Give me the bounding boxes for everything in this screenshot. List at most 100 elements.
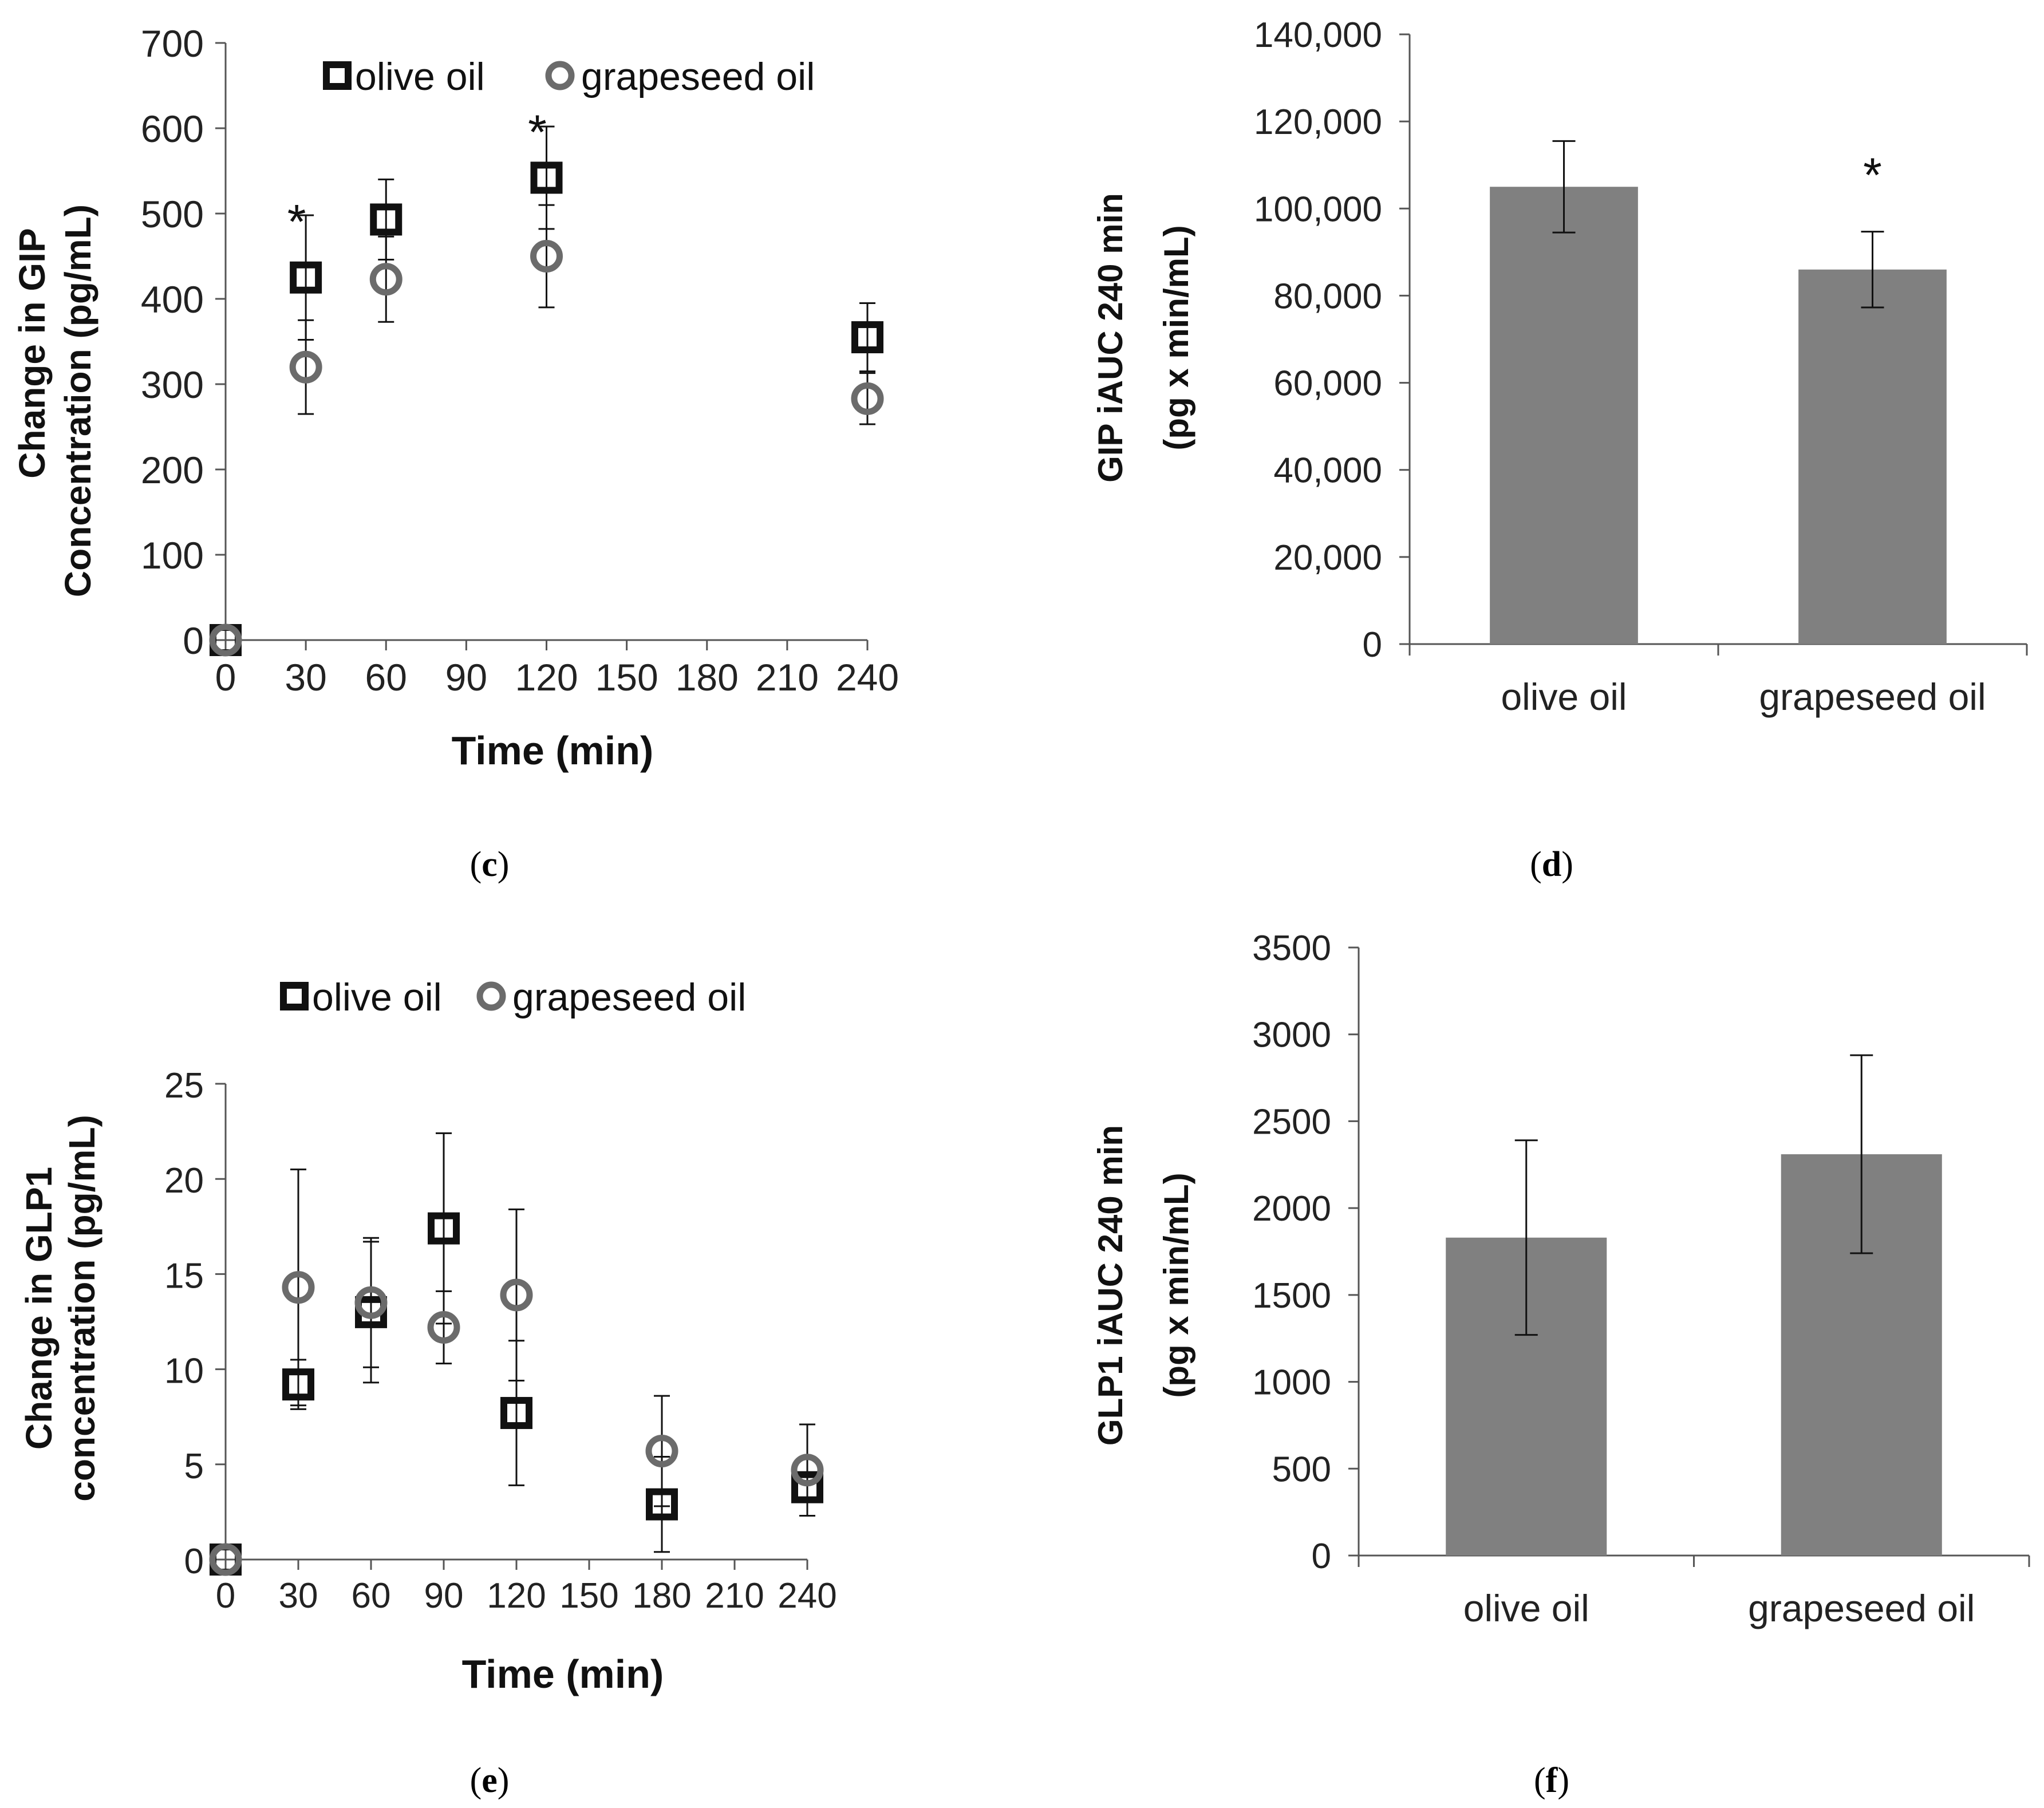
c-legend-olive-marker xyxy=(323,61,352,90)
e-y-tick-label: 10 xyxy=(164,1352,204,1391)
f-y-tick-label: 2000 xyxy=(1252,1189,1331,1229)
c-data-marks: ** xyxy=(209,105,884,657)
c-grape-point xyxy=(289,350,322,384)
f-ylabel-line1: GLP1 iAUC 240 min xyxy=(1091,1125,1130,1446)
e-x-tick-label: 180 xyxy=(632,1576,691,1616)
c-y-tick-label: 500 xyxy=(141,193,204,235)
e-grape-point xyxy=(209,1543,242,1576)
f-y-tick-label: 0 xyxy=(1312,1537,1331,1576)
panel-f-glp1-iauc: 0 500 1000 1500 2000 2500 3000 3500 olive oil gra… xyxy=(1091,929,2030,1800)
e-grape-point xyxy=(645,1435,678,1468)
f-y-tick-label: 3500 xyxy=(1252,929,1331,968)
e-axes: 0 5 10 15 20 25 0 30 60 90 120 150 180 210 240 xyxy=(164,1066,837,1616)
c-ylabel-line2: Concentration (pg/mL) xyxy=(57,204,98,597)
d-y-tick-label: 120,000 xyxy=(1254,102,1382,142)
d-bar-grape xyxy=(1798,269,1947,644)
f-data-marks xyxy=(1446,1054,1942,1556)
e-x-tick-label: 90 xyxy=(424,1576,464,1616)
c-x-tick-label: 180 xyxy=(676,656,739,698)
f-ylabel-line2: (pg x min/mL) xyxy=(1157,1173,1195,1398)
e-x-tick-label: 210 xyxy=(705,1576,764,1616)
f-y-tick-label: 2500 xyxy=(1252,1102,1331,1142)
d-category-label-olive: olive oil xyxy=(1501,676,1627,718)
c-y-tick-label: 600 xyxy=(141,108,204,150)
e-y-tick-label: 15 xyxy=(164,1256,204,1296)
e-data-marks xyxy=(209,1132,824,1576)
d-bar-olive xyxy=(1490,187,1638,644)
e-grape-point xyxy=(354,1286,388,1319)
d-data-marks: * xyxy=(1490,140,1947,644)
e-caption: (e) xyxy=(470,1761,510,1800)
d-y-tick-label: 20,000 xyxy=(1273,538,1382,578)
e-legend-grape-marker xyxy=(476,981,506,1011)
d-y-tick-label: 60,000 xyxy=(1273,364,1382,404)
c-caption-letter: c xyxy=(482,845,498,884)
d-y-tick-label: 140,000 xyxy=(1254,15,1382,55)
c-y-tick-label: 200 xyxy=(141,449,204,491)
e-olive-point xyxy=(791,1471,823,1503)
c-olive-point xyxy=(370,203,403,236)
f-category-label-grape: grapeseed oil xyxy=(1748,1587,1975,1629)
c-y-tick-label: 400 xyxy=(141,278,204,321)
e-x-tick-label: 240 xyxy=(778,1576,836,1616)
c-olive-point xyxy=(530,161,563,194)
c-grape-point xyxy=(369,263,403,296)
e-legend-grape-label: grapeseed oil xyxy=(512,976,746,1019)
c-xlabel: Time (min) xyxy=(452,728,654,773)
c-x-tick-label: 120 xyxy=(515,656,578,698)
e-grape-point xyxy=(282,1271,315,1304)
e-grape-point xyxy=(427,1310,460,1344)
e-olive-point xyxy=(428,1212,460,1245)
e-caption-letter: e xyxy=(482,1761,498,1800)
e-y-tick-label: 20 xyxy=(164,1161,204,1201)
c-legend-grape-marker xyxy=(545,61,575,90)
d-ylabel-line2: (pg x min/mL) xyxy=(1157,225,1195,450)
c-x-tick-label: 60 xyxy=(365,656,407,698)
f-y-tick-label: 3000 xyxy=(1252,1016,1331,1055)
e-legend-olive-label: olive oil xyxy=(312,976,442,1019)
e-x-tick-label: 0 xyxy=(216,1576,235,1616)
d-significance-star: * xyxy=(1863,148,1882,202)
c-grape-point xyxy=(209,623,242,657)
d-y-tick-label: 80,000 xyxy=(1273,277,1382,316)
c-x-tick-label: 150 xyxy=(595,656,658,698)
d-category-label-grape: grapeseed oil xyxy=(1759,676,1986,718)
c-y-tick-label: 0 xyxy=(183,619,204,662)
d-y-tick-label: 100,000 xyxy=(1254,190,1382,229)
c-significance-star: * xyxy=(287,195,306,248)
d-ylabel-line1: GIP iAUC 240 min xyxy=(1091,193,1130,483)
c-x-tick-label: 240 xyxy=(836,656,899,698)
e-x-tick-label: 30 xyxy=(279,1576,318,1616)
e-y-tick-label: 25 xyxy=(164,1066,204,1106)
f-y-tick-label: 500 xyxy=(1272,1450,1331,1489)
e-x-tick-label: 60 xyxy=(352,1576,391,1616)
c-x-tick-label: 90 xyxy=(445,656,487,698)
e-x-tick-label: 150 xyxy=(559,1576,618,1616)
c-y-tick-label: 300 xyxy=(141,364,204,406)
c-y-tick-label: 700 xyxy=(141,22,204,65)
c-axes: 0 100 200 300 400 500 600 700 0 30 60 90 120 150 180 21… xyxy=(141,22,899,698)
c-olive-point xyxy=(290,261,322,294)
e-legend-olive-marker xyxy=(280,982,309,1010)
panel-d-gip-iauc: 0 20,000 40,000 60,000 80,000 100,000 120,000 1… xyxy=(1091,15,2028,884)
e-y-tick-label: 0 xyxy=(184,1542,204,1581)
c-grape-point xyxy=(851,382,884,415)
f-axes: 0 500 1000 1500 2000 2500 3000 3500 olive oil gra… xyxy=(1252,929,2030,1629)
panel-c-gip-timecourse: 0 100 200 300 400 500 600 700 0 30 60 90 120 150 180 21… xyxy=(11,22,899,884)
c-olive-point xyxy=(851,321,883,354)
e-olive-point xyxy=(500,1397,532,1430)
e-ylabel-line2: concentration (pg/mL) xyxy=(61,1115,102,1502)
e-legend: olive oil grapeseed oil xyxy=(280,976,746,1019)
f-caption: (f) xyxy=(1534,1761,1569,1800)
c-x-tick-label: 30 xyxy=(285,656,326,698)
e-x-tick-label: 120 xyxy=(487,1576,546,1616)
d-y-tick-label: 0 xyxy=(1363,625,1382,665)
f-y-tick-label: 1500 xyxy=(1252,1276,1331,1316)
e-ylabel-line1: Change in GLP1 xyxy=(18,1167,60,1450)
c-x-tick-label: 210 xyxy=(756,656,819,698)
f-category-label-olive: olive oil xyxy=(1463,1587,1589,1629)
e-xlabel: Time (min) xyxy=(462,1652,664,1696)
d-caption: (d) xyxy=(1530,845,1573,884)
f-y-tick-label: 1000 xyxy=(1252,1363,1331,1403)
e-grape-point xyxy=(791,1454,824,1487)
